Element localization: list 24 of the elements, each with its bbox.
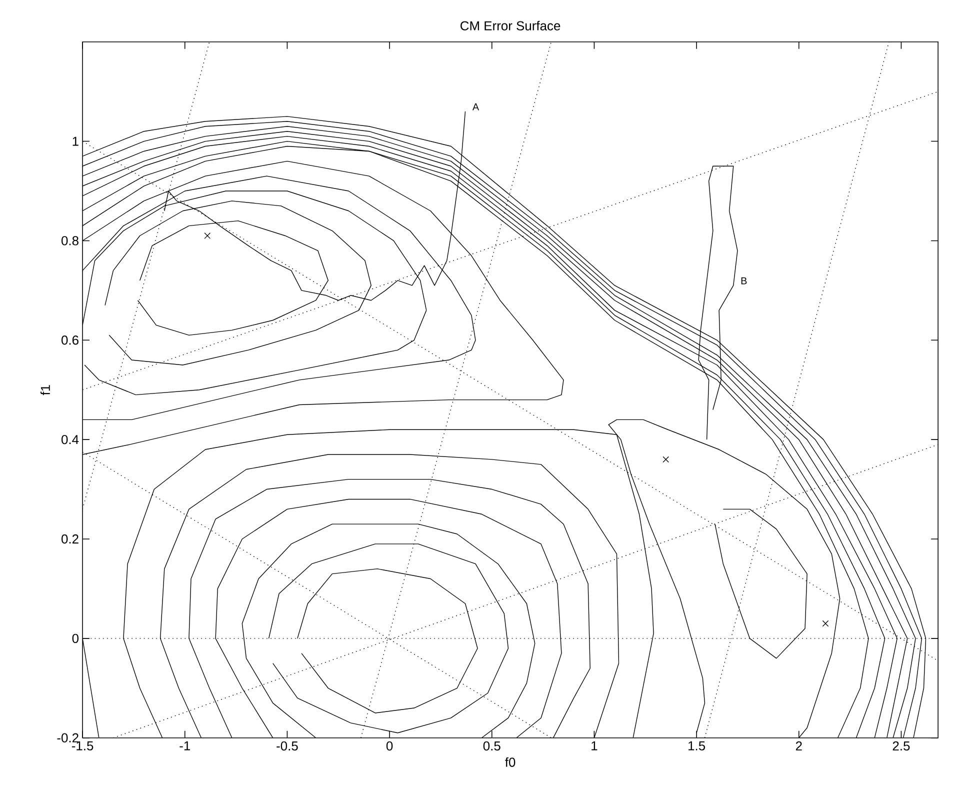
x-tick-label: -0.5	[276, 741, 298, 751]
y-tick-label: -0.2	[57, 733, 78, 743]
y-tick-label: 0.8	[62, 236, 78, 246]
x-tick-label: -1.5	[72, 742, 94, 751]
x-axis-title: f0	[505, 757, 516, 767]
x-tick-label: 2	[796, 741, 802, 751]
point	[204, 232, 211, 240]
annotation: B	[741, 278, 747, 284]
y-tick-label: 0	[72, 634, 79, 644]
x-tick-label: 0.5	[483, 741, 500, 751]
x-tick-label: -1	[180, 742, 190, 750]
x-tick-label: 1	[592, 742, 598, 750]
x-tick-label: 2.5	[892, 741, 910, 751]
point	[662, 456, 670, 463]
point	[822, 620, 829, 627]
x-tick-label: 0	[386, 741, 393, 751]
annotation: A	[472, 104, 480, 110]
y-axis-title: f1	[40, 385, 50, 396]
x-tick-label: 1.5	[688, 742, 706, 751]
y-tick-label: 1	[72, 136, 78, 146]
y-tick-label: 0.2	[62, 534, 78, 544]
chart-title: CM Error Surface	[460, 21, 560, 31]
y-tick-label: 0.4	[62, 435, 79, 444]
y-tick-label: 0.6	[62, 336, 78, 345]
